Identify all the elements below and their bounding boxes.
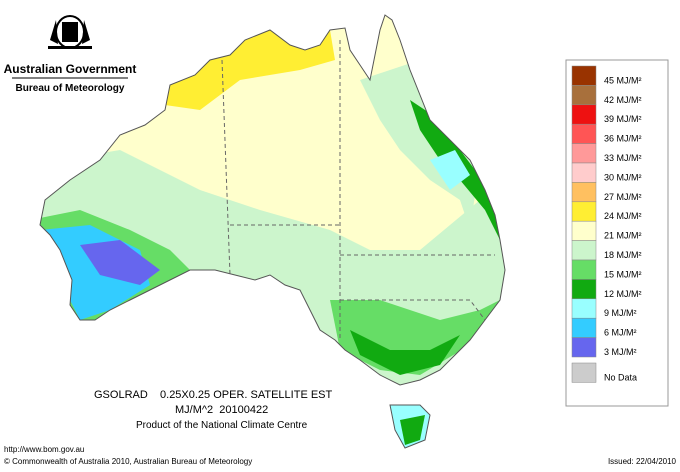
legend-swatch bbox=[571, 182, 597, 203]
legend-swatch bbox=[571, 240, 597, 261]
map-subtitle: MJ/M^2 20100422 bbox=[175, 404, 268, 416]
legend-label: 15 MJ/M² bbox=[604, 269, 642, 279]
legend-label: 39 MJ/M² bbox=[604, 114, 642, 124]
state-borders bbox=[221, 40, 495, 340]
legend-swatch bbox=[571, 220, 597, 241]
legend-swatch bbox=[571, 65, 597, 86]
coastline bbox=[39, 14, 506, 449]
map-title: GSOLRAD 0.25X0.25 OPER. SATELLITE EST bbox=[94, 389, 333, 401]
legend-swatch bbox=[571, 85, 597, 106]
legend-swatch bbox=[571, 298, 597, 319]
legend-swatch bbox=[571, 259, 597, 280]
legend-label: 33 MJ/M² bbox=[604, 153, 642, 163]
legend-label: 36 MJ/M² bbox=[604, 134, 642, 144]
legend-swatch bbox=[571, 279, 597, 300]
legend-label: 21 MJ/M² bbox=[604, 231, 642, 241]
legend-label: 12 MJ/M² bbox=[604, 289, 642, 299]
legend-swatch bbox=[571, 317, 597, 338]
url: http://www.bom.gov.au bbox=[4, 445, 84, 454]
map-credit: Product of the National Climate Centre bbox=[136, 420, 308, 431]
legend-swatch bbox=[571, 162, 597, 183]
legend-swatch bbox=[571, 123, 597, 144]
crest bbox=[48, 15, 92, 49]
agency: Australian Government bbox=[4, 62, 137, 76]
legend-label: 3 MJ/M² bbox=[604, 347, 637, 357]
legend: 45 MJ/M² 42 MJ/M² 39 MJ/M² 36 MJ/M² 33 MJ/M²… bbox=[565, 59, 669, 407]
issued: Issued: 22/04/2010 bbox=[608, 457, 677, 466]
legend-label: 30 MJ/M² bbox=[604, 172, 642, 182]
legend-swatch bbox=[571, 104, 597, 125]
legend-swatch bbox=[571, 337, 597, 358]
legend-swatch bbox=[571, 201, 597, 222]
copyright: © Commonwealth of Australia 2010, Austra… bbox=[4, 457, 252, 466]
legend-label: 27 MJ/M² bbox=[604, 192, 642, 202]
legend-label: No Data bbox=[604, 372, 637, 382]
bureau: Bureau of Meteorology bbox=[16, 83, 125, 94]
legend-label: 9 MJ/M² bbox=[604, 308, 637, 318]
legend-label: 18 MJ/M² bbox=[604, 250, 642, 260]
legend-label: 42 MJ/M² bbox=[604, 95, 642, 105]
legend-label: 24 MJ/M² bbox=[604, 211, 642, 221]
legend-label: 45 MJ/M² bbox=[604, 75, 642, 85]
legend-label: 6 MJ/M² bbox=[604, 328, 637, 338]
legend-swatch bbox=[571, 362, 597, 383]
legend-swatch bbox=[571, 143, 597, 164]
